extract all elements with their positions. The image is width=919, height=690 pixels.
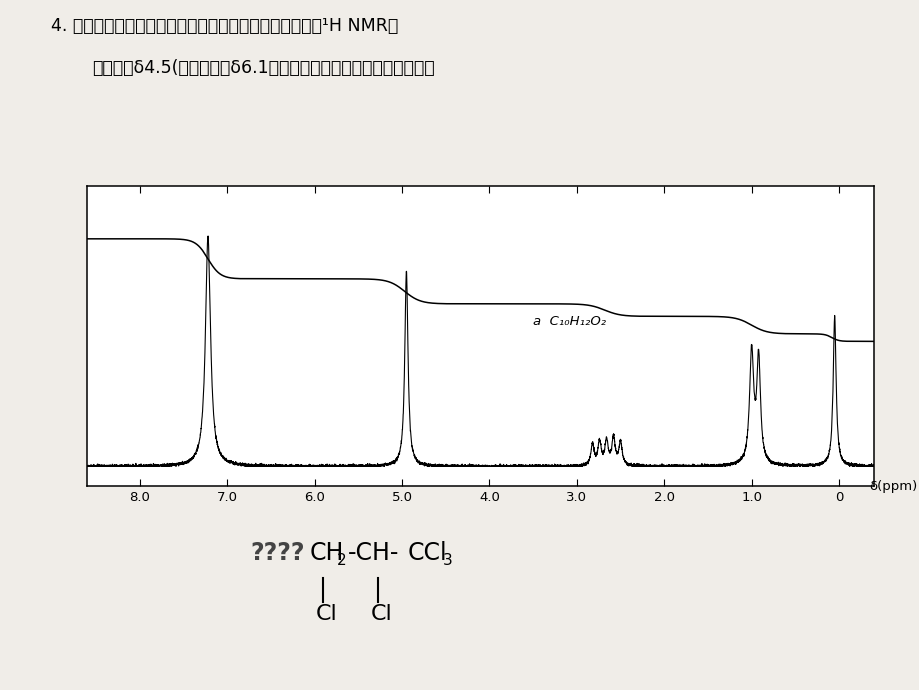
Text: Cl: Cl (370, 604, 392, 624)
Text: 图数据为δ4.5(三重峰），δ6.1（双峰），写出该化合物的结构式。: 图数据为δ4.5(三重峰），δ6.1（双峰），写出该化合物的结构式。 (92, 59, 434, 77)
Text: a  C₁₀H₁₂O₂: a C₁₀H₁₂O₂ (533, 315, 606, 328)
Text: CCl: CCl (407, 541, 448, 565)
Text: 4. 丙烷氯代得到的一系列化合物中有一个五氯代物，它的¹H NMR谱: 4. 丙烷氯代得到的一系列化合物中有一个五氯代物，它的¹H NMR谱 (51, 17, 397, 35)
Text: -CH-: -CH- (347, 541, 399, 565)
Text: 2: 2 (336, 553, 346, 568)
Text: 3: 3 (443, 553, 452, 568)
Text: Cl: Cl (315, 604, 337, 624)
Text: CH: CH (310, 541, 344, 565)
Text: δ(ppm): δ(ppm) (868, 480, 917, 493)
Text: ????: ???? (250, 541, 305, 565)
